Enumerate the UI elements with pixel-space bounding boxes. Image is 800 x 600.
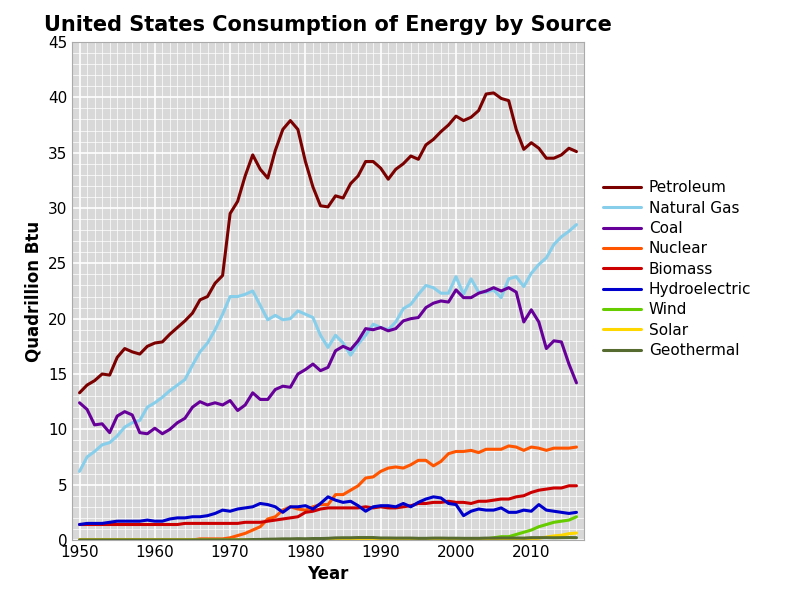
Solar [301, 536, 310, 544]
Coal [308, 361, 318, 368]
Nuclear [150, 536, 160, 544]
Coal [542, 345, 551, 352]
Solar [74, 536, 84, 544]
Solar [188, 536, 198, 544]
Geothermal [354, 534, 363, 541]
Biomass [451, 499, 461, 506]
Coal [489, 284, 498, 291]
Hydroelectric [74, 521, 84, 528]
Biomass [301, 509, 310, 516]
Nuclear [542, 447, 551, 454]
Petroleum [572, 148, 582, 155]
Solar [542, 533, 551, 541]
Line: Solar: Solar [79, 533, 577, 540]
Wind [451, 536, 461, 543]
Petroleum [542, 155, 551, 162]
Hydroelectric [323, 493, 333, 500]
Petroleum [74, 389, 84, 397]
Y-axis label: Quadrillion Btu: Quadrillion Btu [24, 220, 42, 362]
Line: Geothermal: Geothermal [79, 538, 577, 540]
Coal [112, 412, 122, 419]
Coal [142, 430, 152, 437]
Coal [458, 294, 468, 301]
Hydroelectric [150, 518, 160, 525]
Line: Petroleum: Petroleum [79, 93, 577, 393]
Line: Hydroelectric: Hydroelectric [79, 497, 577, 524]
Nuclear [301, 506, 310, 514]
Nuclear [572, 443, 582, 451]
Coal [74, 399, 84, 406]
Title: United States Consumption of Energy by Source: United States Consumption of Energy by S… [44, 15, 612, 35]
Solar [451, 536, 461, 543]
Legend: Petroleum, Natural Gas, Coal, Nuclear, Biomass, Hydroelectric, Wind, Solar, Geot: Petroleum, Natural Gas, Coal, Nuclear, B… [597, 174, 758, 364]
Wind [150, 536, 160, 544]
X-axis label: Year: Year [307, 565, 349, 583]
Geothermal [572, 534, 582, 541]
Nuclear [74, 536, 84, 544]
Nuclear [504, 442, 514, 449]
Biomass [150, 521, 160, 528]
Natural Gas [542, 254, 551, 262]
Biomass [278, 515, 288, 523]
Geothermal [278, 535, 288, 542]
Natural Gas [572, 221, 582, 228]
Wind [572, 513, 582, 520]
Hydroelectric [542, 506, 551, 514]
Solar [572, 529, 582, 536]
Biomass [534, 487, 544, 494]
Solar [150, 536, 160, 544]
Petroleum [451, 113, 461, 120]
Wind [542, 521, 551, 528]
Nuclear [451, 448, 461, 455]
Hydroelectric [135, 518, 145, 525]
Geothermal [301, 535, 310, 542]
Wind [74, 536, 84, 544]
Coal [286, 383, 295, 391]
Geothermal [458, 535, 468, 542]
Nuclear [135, 536, 145, 544]
Solar [278, 536, 288, 544]
Natural Gas [188, 362, 198, 369]
Geothermal [135, 536, 145, 544]
Line: Nuclear: Nuclear [79, 446, 577, 540]
Hydroelectric [572, 509, 582, 516]
Natural Gas [74, 468, 84, 475]
Hydroelectric [458, 512, 468, 519]
Petroleum [135, 350, 145, 358]
Geothermal [542, 534, 551, 541]
Biomass [564, 482, 574, 490]
Natural Gas [278, 316, 288, 323]
Hydroelectric [301, 502, 310, 509]
Line: Natural Gas: Natural Gas [79, 224, 577, 472]
Natural Gas [451, 273, 461, 280]
Coal [572, 379, 582, 386]
Wind [278, 536, 288, 544]
Biomass [135, 521, 145, 528]
Nuclear [278, 506, 288, 514]
Line: Wind: Wind [79, 517, 577, 540]
Biomass [74, 521, 84, 528]
Wind [188, 536, 198, 544]
Petroleum [150, 340, 160, 347]
Petroleum [301, 158, 310, 165]
Line: Coal: Coal [79, 287, 577, 434]
Geothermal [74, 536, 84, 544]
Petroleum [489, 89, 498, 97]
Line: Biomass: Biomass [79, 486, 577, 524]
Geothermal [150, 536, 160, 544]
Natural Gas [301, 311, 310, 318]
Wind [301, 536, 310, 544]
Natural Gas [150, 399, 160, 406]
Biomass [572, 482, 582, 490]
Hydroelectric [278, 509, 288, 516]
Petroleum [278, 126, 288, 133]
Coal [135, 429, 145, 436]
